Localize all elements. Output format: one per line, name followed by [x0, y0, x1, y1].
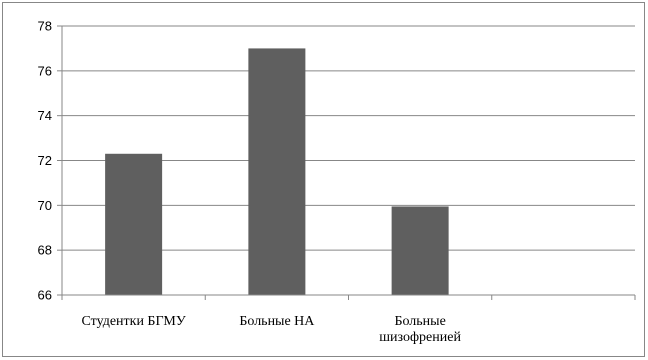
y-tick-label: 78: [38, 19, 52, 34]
category-label: Больные: [394, 314, 445, 329]
axes: [57, 25, 636, 300]
category-label: Студентки БГМУ: [81, 314, 185, 329]
y-tick-label: 76: [38, 63, 52, 78]
category-label: шизофренией: [379, 330, 461, 345]
y-tick-labels: 66 68 70 72 74 76 78: [38, 19, 52, 303]
bar: [105, 153, 163, 295]
bar: [248, 48, 306, 295]
category-label: Больные НА: [239, 314, 315, 329]
y-tick-label: 66: [38, 288, 52, 303]
bar: [391, 206, 449, 295]
category-labels: Студентки БГМУ Больные НА Больныешизофрени…: [81, 314, 461, 345]
bars: [105, 48, 449, 295]
y-tick-label: 70: [38, 198, 52, 213]
y-tick-label: 72: [38, 153, 52, 168]
y-tick-label: 74: [38, 108, 52, 123]
y-tick-label: 68: [38, 243, 52, 258]
